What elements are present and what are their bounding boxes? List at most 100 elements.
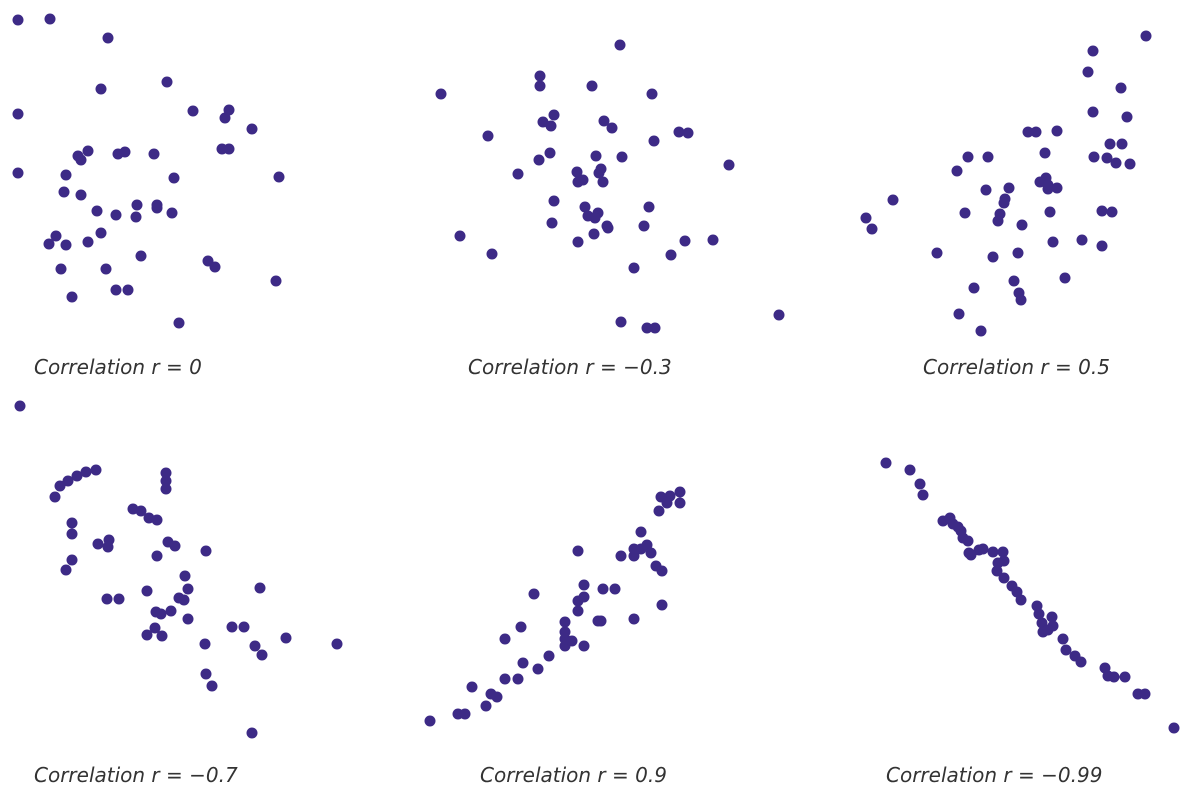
scatter-point [206, 680, 218, 692]
scatter-point [773, 309, 785, 321]
scatter-point [1015, 294, 1027, 306]
scatter-point [997, 546, 1009, 558]
scatter-point [149, 622, 161, 634]
scatter-point [1119, 671, 1131, 683]
scatter-point [1012, 247, 1024, 259]
scatter-point [102, 32, 114, 44]
scatter-point [187, 105, 199, 117]
scatter-point [648, 135, 660, 147]
scatter-point [75, 189, 87, 201]
scatter-point [638, 220, 650, 232]
scatter-point [665, 249, 677, 261]
scatter-point [454, 230, 466, 242]
scatter-point [480, 700, 492, 712]
caption-r-neg-0-3: Correlation r = −0.3 [468, 355, 672, 379]
scatter-point [572, 176, 584, 188]
scatter-point [112, 148, 124, 160]
scatter-point [656, 599, 668, 611]
scatter-point [62, 475, 74, 487]
scatter-point [998, 572, 1010, 584]
scatter-point [168, 172, 180, 184]
scatter-point [595, 615, 607, 627]
scatter-point [545, 120, 557, 132]
scatter-point [44, 13, 56, 25]
scatter-point [485, 688, 497, 700]
scatter-point [1168, 722, 1180, 734]
scatter-point [1121, 111, 1133, 123]
scatter-point [66, 528, 78, 540]
scatter-point [559, 626, 571, 638]
scatter-point [151, 199, 163, 211]
scatter-point [270, 275, 282, 287]
scatter-point [1075, 656, 1087, 668]
scatter-point [951, 165, 963, 177]
scatter-point [459, 708, 471, 720]
scatter-point [1096, 205, 1108, 217]
scatter-point [1140, 30, 1152, 42]
scatter-point [975, 325, 987, 337]
scatter-point [1047, 236, 1059, 248]
caption-r-0-9: Correlation r = 0.9 [480, 763, 667, 787]
scatter-point [182, 583, 194, 595]
scatter-point [595, 163, 607, 175]
scatter-point [998, 197, 1010, 209]
scatter-point [641, 322, 653, 334]
scatter-point [435, 88, 447, 100]
scatter-point [110, 284, 122, 296]
scatter-point [931, 247, 943, 259]
scatter-point [160, 483, 172, 495]
scatter-point [987, 546, 999, 558]
scatter-point [992, 557, 1004, 569]
scatter-point [71, 470, 83, 482]
scatter-point [55, 263, 67, 275]
scatter-point [209, 261, 221, 273]
scatter-point [586, 80, 598, 92]
scatter-points-r-0-5 [860, 30, 1152, 337]
scatter-point [466, 681, 478, 693]
scatter-point [643, 201, 655, 213]
scatter-point [82, 145, 94, 157]
scatter-point [216, 143, 228, 155]
scatter-point [517, 657, 529, 669]
scatter-point [1139, 688, 1151, 700]
scatter-point [1096, 240, 1108, 252]
scatter-point [1104, 138, 1116, 150]
scatter-point [533, 154, 545, 166]
scatter-point [1116, 138, 1128, 150]
scatter-point [95, 83, 107, 95]
scatter-point [1033, 608, 1045, 620]
scatter-point [92, 538, 104, 550]
scatter-point [559, 616, 571, 628]
scatter-point [141, 585, 153, 597]
caption-r-0-5: Correlation r = 0.5 [923, 355, 1110, 379]
scatter-point [1087, 106, 1099, 118]
panel-r-0-9: Correlation r = 0.9 [424, 486, 686, 787]
panel-r-neg-0-99: Correlation r = −0.99 [880, 457, 1180, 787]
scatter-point [166, 207, 178, 219]
scatter-point [151, 514, 163, 526]
scatter-point [628, 543, 640, 555]
scatter-point [135, 505, 147, 517]
scatter-point [914, 478, 926, 490]
scatter-point [707, 234, 719, 246]
scatter-point [238, 621, 250, 633]
scatter-point [597, 583, 609, 595]
scatter-point [628, 262, 640, 274]
scatter-point [968, 282, 980, 294]
scatter-point [512, 673, 524, 685]
scatter-point [544, 147, 556, 159]
scatter-point [91, 205, 103, 217]
scatter-point [1051, 182, 1063, 194]
scatter-point [1046, 611, 1058, 623]
scatter-point [590, 150, 602, 162]
scatter-point [90, 464, 102, 476]
scatter-point [1042, 624, 1054, 636]
scatter-points-r-neg-0-7 [14, 400, 343, 739]
scatter-point [1008, 275, 1020, 287]
scatter-point [597, 176, 609, 188]
scatter-point [101, 593, 113, 605]
scatter-point [904, 464, 916, 476]
scatter-point [151, 550, 163, 562]
scatter-point [156, 630, 168, 642]
